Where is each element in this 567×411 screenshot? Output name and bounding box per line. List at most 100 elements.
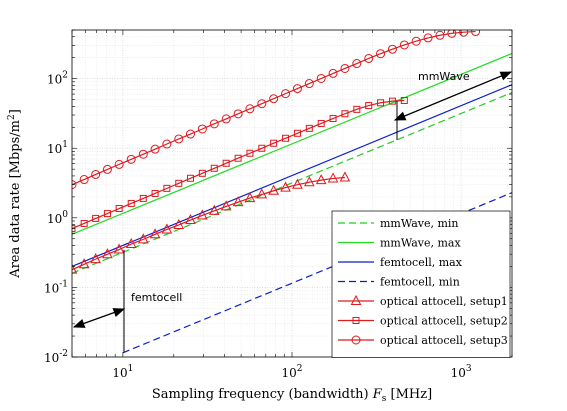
data-point: [186, 174, 194, 182]
data-point: [221, 114, 231, 124]
femtocell-arrow: [72, 308, 126, 328]
data-point: [232, 196, 244, 207]
legend-label: optical attocell, setup3: [380, 334, 508, 347]
data-point: [185, 129, 195, 139]
series-4: [72, 171, 351, 274]
data-point: [198, 169, 206, 177]
legend-label: mmWave, min: [380, 217, 459, 230]
data-point: [79, 175, 89, 185]
data-point: [91, 169, 101, 179]
legend: mmWave, min mmWave, max femtocell, max femt…: [331, 210, 511, 358]
data-point: [327, 172, 339, 183]
data-point: [293, 129, 301, 137]
data-point: [292, 84, 302, 94]
data-point: [423, 33, 433, 43]
data-point: [151, 189, 159, 197]
data-point: [245, 104, 255, 114]
data-point: [185, 213, 196, 225]
data-point: [102, 164, 112, 174]
data-point: [125, 237, 137, 249]
x-tick-label: 102: [281, 364, 302, 380]
tick-labels: 101 102 103 10-2 10-1 100 101 102: [44, 71, 472, 380]
data-point: [72, 263, 78, 274]
legend-marker: [351, 335, 361, 345]
legend-label: optical attocell, setup1: [380, 295, 508, 308]
data-point: [280, 181, 291, 192]
data-point: [92, 214, 100, 222]
series-line: [72, 30, 476, 186]
x-tick-label: 101: [112, 364, 133, 380]
data-point: [340, 63, 350, 73]
data-point: [114, 159, 124, 169]
data-point: [78, 258, 90, 269]
data-point: [90, 253, 101, 264]
data-point: [209, 119, 219, 129]
data-point: [365, 102, 373, 110]
data-point: [377, 99, 385, 107]
series-line: [122, 192, 512, 354]
series-5: [72, 97, 408, 233]
data-point: [173, 218, 185, 229]
data-point: [269, 94, 279, 104]
data-point: [257, 99, 267, 109]
legend-label: femtocell, min: [380, 276, 460, 289]
legend-label: optical attocell, setup2: [380, 315, 508, 328]
legend-entry: mmWave, max: [338, 237, 461, 250]
data-point: [341, 110, 349, 118]
y-tick-label: 102: [47, 71, 68, 87]
legend-entry: optical attocell, setup3: [338, 334, 508, 347]
data-point: [127, 199, 135, 207]
series-6: [72, 30, 481, 190]
data-point: [339, 171, 351, 182]
data-point: [208, 204, 220, 215]
data-point: [328, 68, 338, 78]
data-point: [376, 49, 386, 59]
data-point: [305, 124, 313, 132]
data-point: [174, 134, 184, 144]
data-point: [411, 36, 421, 46]
data-point: [352, 59, 362, 69]
data-point: [258, 144, 266, 152]
data-point: [399, 40, 409, 50]
mmwave-annotation-label: mmWave: [418, 70, 470, 83]
legend-entry: optical attocell, setup2: [338, 315, 508, 328]
data-point: [268, 184, 279, 195]
data-point: [113, 243, 125, 254]
data-point: [161, 223, 173, 234]
data-point: [329, 115, 337, 123]
legend-marker: [352, 317, 360, 324]
data-point: [197, 124, 207, 134]
data-point: [220, 200, 232, 211]
data-point: [435, 30, 445, 40]
data-point: [72, 180, 77, 190]
y-tick-label: 100: [47, 210, 68, 226]
data-point: [175, 179, 183, 187]
data-point: [150, 144, 160, 154]
data-point: [115, 205, 123, 213]
data-point: [210, 164, 218, 172]
series-3: [122, 192, 512, 354]
y-axis-label: Area data rate [Mbps/m2]: [7, 109, 23, 279]
data-point: [234, 154, 242, 162]
data-point: [281, 89, 291, 99]
data-point: [471, 30, 481, 37]
legend-label: mmWave, max: [380, 237, 461, 250]
data-point: [246, 149, 254, 157]
data-point: [233, 109, 243, 119]
x-axis-label: Sampling frequency (bandwidth) Fs [MHz]: [152, 387, 432, 404]
data-point: [459, 30, 469, 37]
data-point: [137, 233, 149, 244]
y-tick-label: 10-1: [44, 279, 68, 295]
data-point: [447, 30, 457, 38]
data-point: [387, 44, 397, 54]
data-point: [292, 178, 303, 189]
data-point: [102, 248, 113, 259]
data-point: [138, 149, 148, 159]
data-point: [80, 219, 88, 227]
data-point: [303, 176, 315, 187]
data-point: [315, 174, 327, 185]
x-tick-label: 103: [451, 364, 472, 380]
data-point: [197, 209, 208, 220]
legend-box: [331, 210, 511, 358]
